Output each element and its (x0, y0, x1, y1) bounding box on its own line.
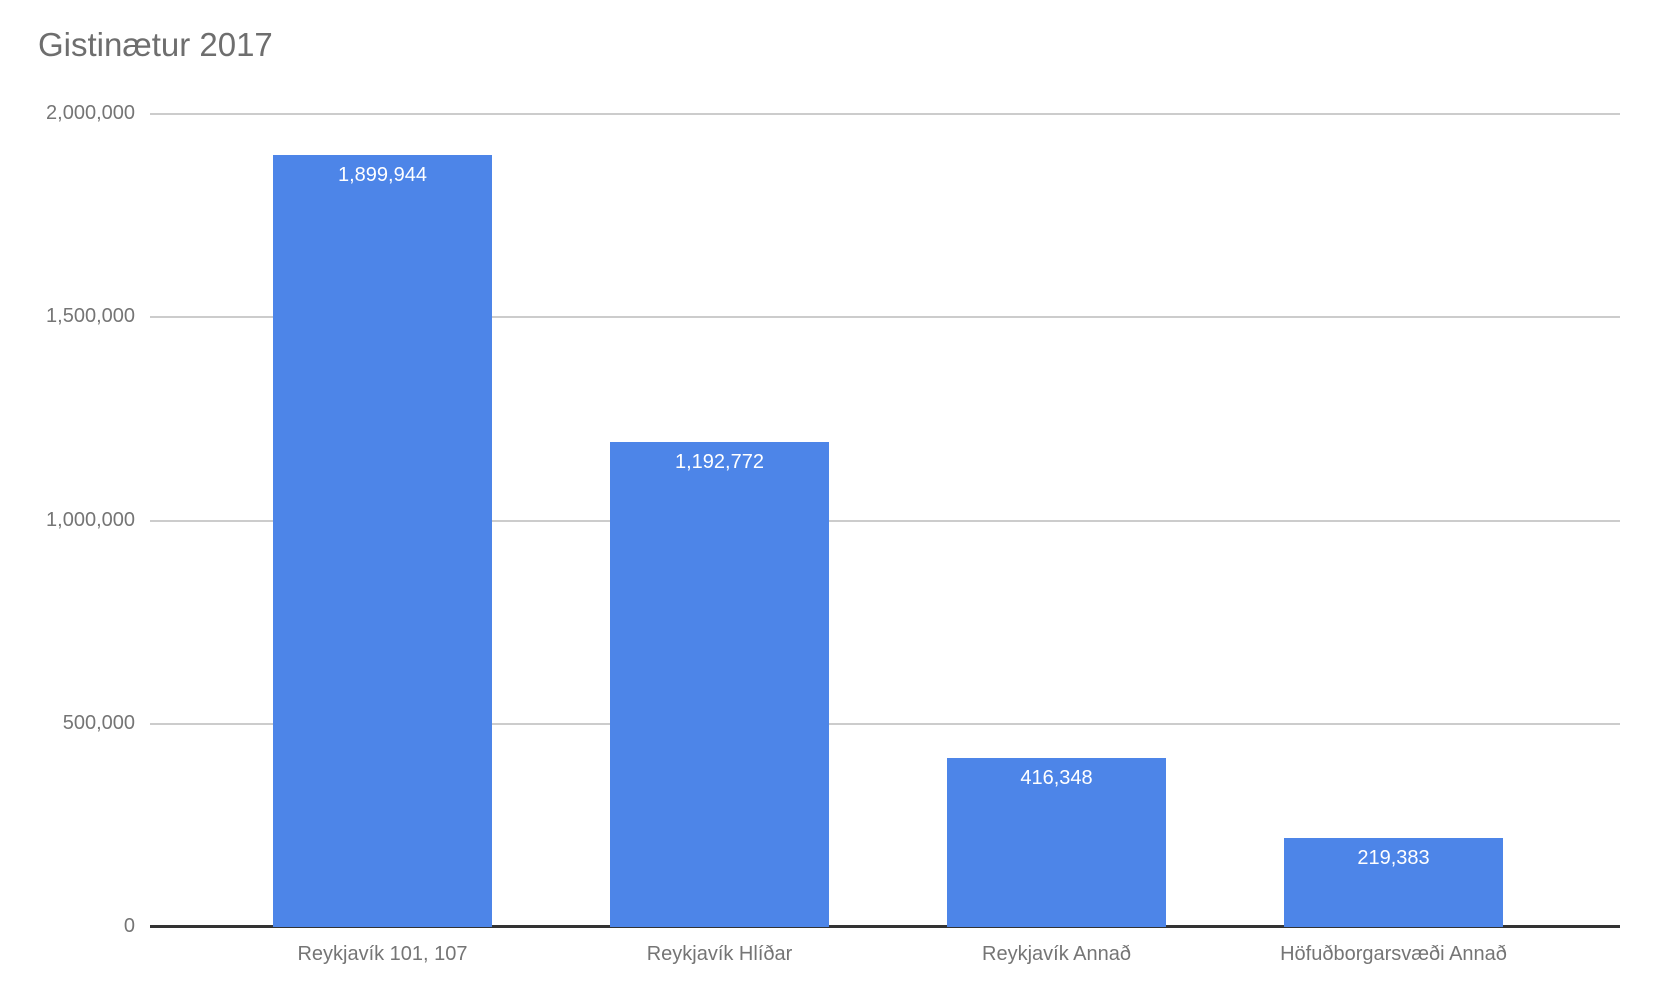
bar[interactable]: 1,192,772 (609, 442, 830, 927)
bars-group: 1,899,944 1,192,772 416,348 219,383 (214, 114, 1562, 927)
y-tick-label: 1,000,000 (46, 508, 135, 531)
gridline (150, 113, 1620, 115)
gridline (150, 316, 1620, 319)
category-label: Reykjavík Hlíðar (646, 943, 793, 965)
y-tick-label: 1,500,000 (46, 305, 135, 328)
bar[interactable]: 219,383 (1283, 837, 1504, 927)
x-axis-line (150, 925, 1620, 928)
bar-band: 219,383 (1225, 114, 1562, 927)
bar-value-label: 416,348 (1020, 766, 1093, 789)
y-tick-label: 500,000 (62, 711, 135, 734)
gridline (150, 519, 1620, 522)
chart-title: Gistinætur 2017 (38, 26, 273, 63)
bar-band: 1,899,944 (214, 114, 551, 927)
x-axis-labels: Reykjavík 101, 107 Reykjavík Hlíðar Reykja… (150, 943, 1620, 966)
bar-band: 1,192,772 (551, 114, 888, 927)
bar[interactable]: 1,899,944 (272, 154, 493, 927)
y-tick-label: 0 (123, 915, 135, 937)
plot-area: 1,899,944 1,192,772 416,348 219,383 (150, 113, 1620, 928)
y-tick-label: 2,000,000 (46, 102, 135, 124)
bar-band: 416,348 (888, 114, 1225, 927)
bar[interactable]: 416,348 (946, 757, 1167, 927)
category-label: Reykjavík Annað (982, 943, 1131, 965)
bar-value-label: 219,383 (1357, 846, 1430, 869)
category-label: Höfuðborgarsvæði Annað (1280, 943, 1507, 965)
gridline (150, 722, 1620, 725)
bar-value-label: 1,899,944 (338, 163, 427, 186)
bar-value-label: 1,192,772 (675, 451, 764, 474)
category-label: Reykjavík 101, 107 (297, 943, 468, 965)
